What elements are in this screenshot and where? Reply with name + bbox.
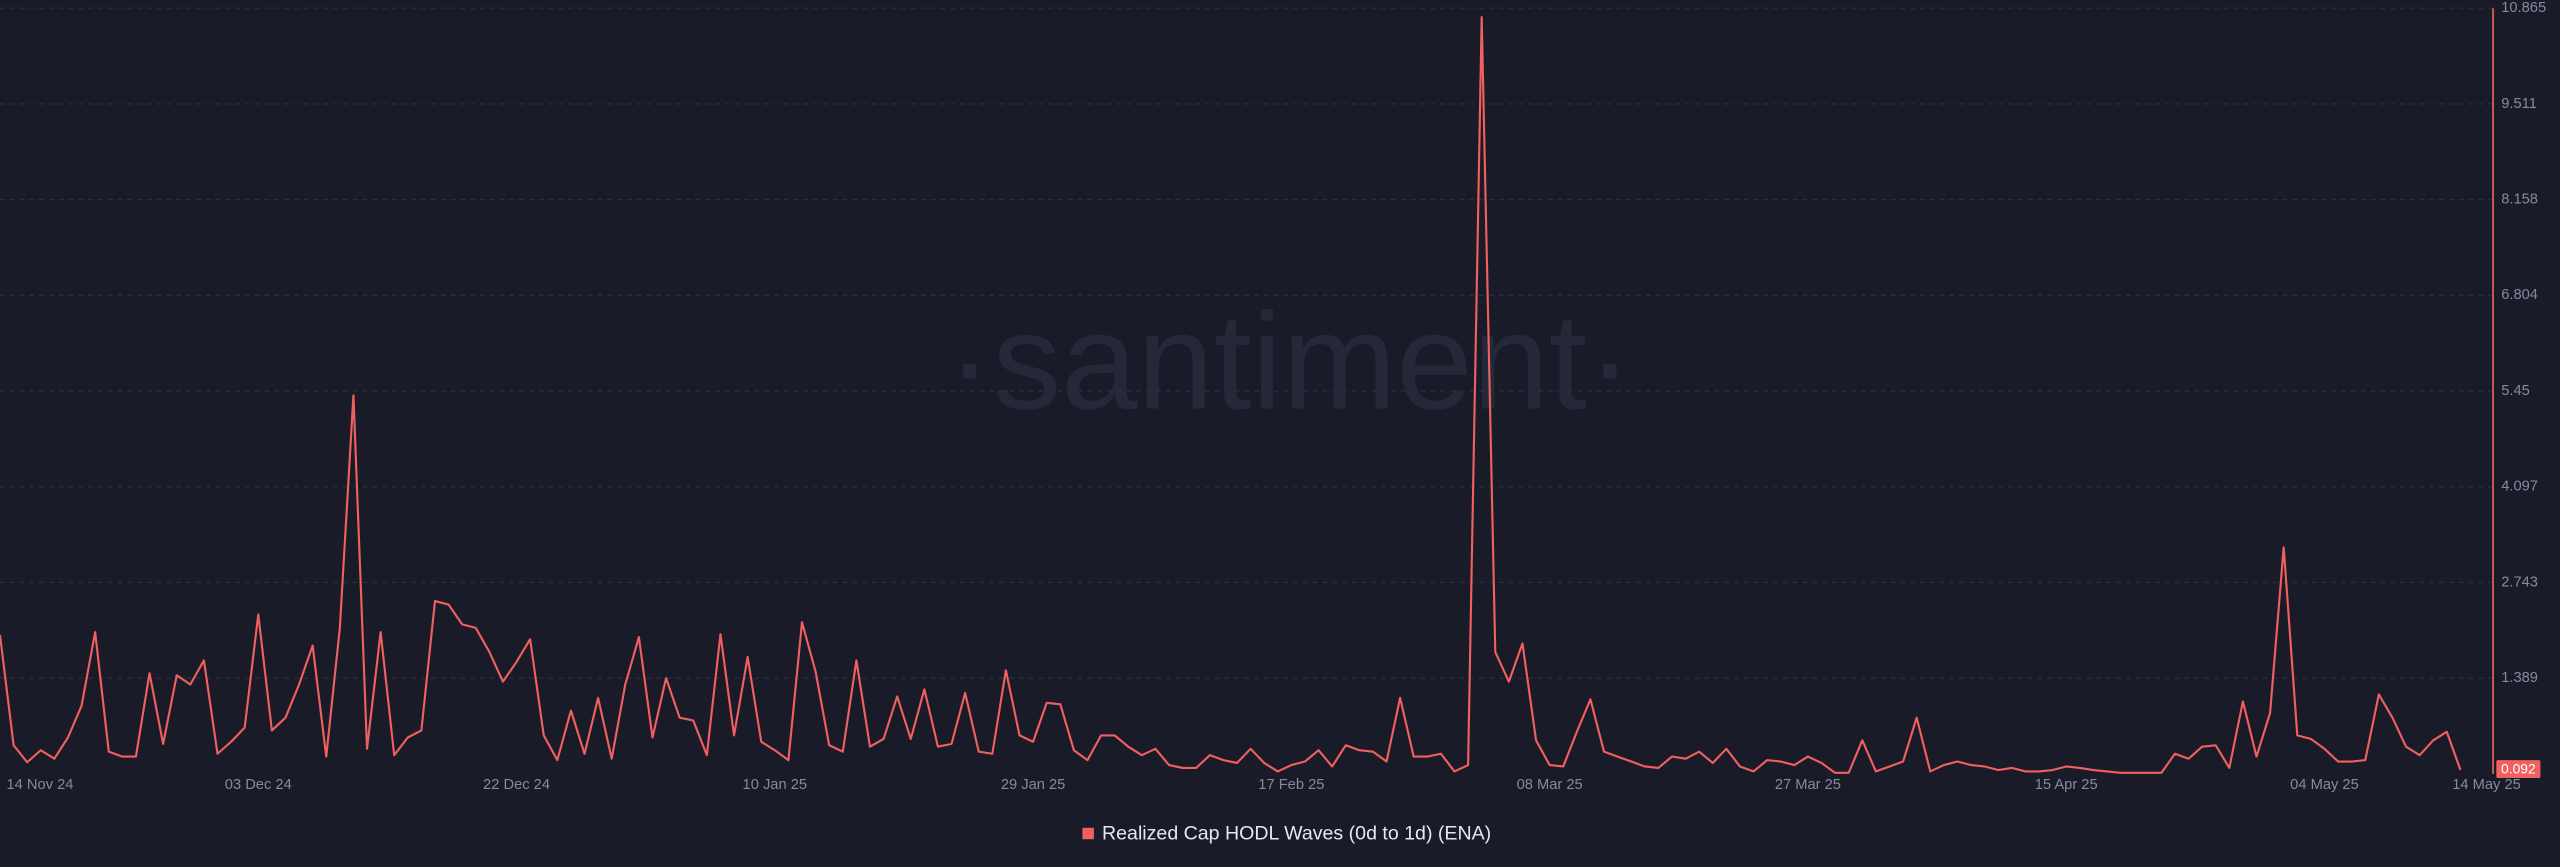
watermark: ·santiment· bbox=[947, 286, 1633, 439]
y-tick-label: 10.865 bbox=[2501, 0, 2546, 16]
y-tick-label: 2.743 bbox=[2501, 574, 2538, 590]
x-tick-label: 08 Mar 25 bbox=[1517, 777, 1583, 793]
x-tick-label: 03 Dec 24 bbox=[225, 777, 292, 793]
y-tick-label: 5.45 bbox=[2501, 383, 2530, 399]
x-tick-label: 10 Jan 25 bbox=[743, 777, 808, 793]
x-tick-label: 15 Apr 25 bbox=[2035, 777, 2098, 793]
legend-swatch bbox=[1082, 827, 1094, 840]
line-series bbox=[0, 15, 2462, 774]
x-tick-label: 22 Dec 24 bbox=[483, 777, 550, 793]
y-tick-label: 9.511 bbox=[2501, 96, 2537, 112]
last-value-label: 0.092 bbox=[2501, 761, 2536, 777]
last-value-badge bbox=[2496, 760, 2541, 779]
x-tick-label: 14 May 25 bbox=[2452, 777, 2521, 793]
y-tick-label: 4.097 bbox=[2501, 479, 2538, 495]
x-tick-label: 29 Jan 25 bbox=[1001, 777, 1066, 793]
x-tick-label: 27 Mar 25 bbox=[1775, 777, 1841, 793]
x-tick-label: 04 May 25 bbox=[2290, 777, 2359, 793]
x-tick-label: 14 Nov 24 bbox=[7, 777, 74, 793]
x-tick-label: 17 Feb 25 bbox=[1258, 777, 1324, 793]
y-tick-label: 1.389 bbox=[2501, 670, 2538, 686]
y-tick-label: 8.158 bbox=[2501, 191, 2538, 207]
legend-label: Realized Cap HODL Waves (0d to 1d) (ENA) bbox=[1102, 822, 1491, 844]
y-tick-label: 6.804 bbox=[2501, 287, 2538, 303]
